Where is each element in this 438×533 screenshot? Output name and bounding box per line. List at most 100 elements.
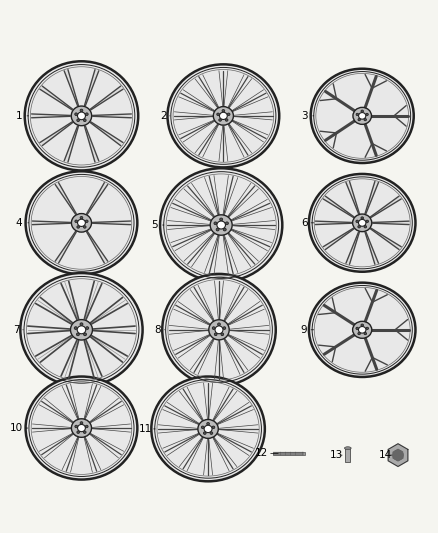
Ellipse shape [209,320,229,340]
Ellipse shape [85,425,88,427]
Polygon shape [365,232,378,264]
Ellipse shape [162,274,276,386]
Text: 8: 8 [155,325,161,335]
Ellipse shape [218,323,220,326]
Ellipse shape [151,376,265,481]
Ellipse shape [309,282,416,377]
Ellipse shape [364,333,367,335]
Ellipse shape [212,327,215,329]
Ellipse shape [358,118,360,121]
Polygon shape [346,232,359,264]
Ellipse shape [225,119,228,121]
Ellipse shape [20,273,143,386]
Ellipse shape [220,218,223,221]
Ellipse shape [80,323,83,326]
Ellipse shape [309,174,416,272]
Polygon shape [323,228,354,249]
Ellipse shape [364,118,367,121]
Ellipse shape [358,327,366,333]
Ellipse shape [210,432,213,434]
Ellipse shape [358,225,360,228]
Polygon shape [40,86,73,110]
Polygon shape [388,444,408,466]
Ellipse shape [77,326,86,334]
Polygon shape [393,449,403,461]
Ellipse shape [221,333,224,336]
Ellipse shape [359,112,366,119]
Ellipse shape [86,327,88,329]
Ellipse shape [80,422,83,424]
Text: 7: 7 [13,325,20,335]
Ellipse shape [356,220,358,222]
Ellipse shape [364,225,367,228]
Polygon shape [90,86,123,110]
Ellipse shape [344,447,351,449]
Text: 3: 3 [301,111,307,121]
Ellipse shape [358,333,360,335]
Ellipse shape [77,333,79,336]
Ellipse shape [71,106,92,126]
Polygon shape [346,181,359,214]
Ellipse shape [75,425,78,427]
Ellipse shape [361,217,364,219]
Ellipse shape [77,226,80,228]
Polygon shape [92,221,131,224]
Ellipse shape [74,327,77,329]
Text: 5: 5 [151,220,158,230]
Ellipse shape [361,324,364,326]
Ellipse shape [361,110,364,112]
Ellipse shape [77,431,80,433]
Ellipse shape [226,222,228,224]
Ellipse shape [204,425,212,433]
Text: 10: 10 [10,423,23,433]
Text: 12: 12 [255,448,268,458]
Polygon shape [323,196,354,217]
Bar [345,448,350,462]
Ellipse shape [25,171,138,274]
Ellipse shape [358,220,366,227]
Ellipse shape [75,220,78,222]
Polygon shape [32,114,70,118]
Text: 1: 1 [16,111,22,121]
Ellipse shape [84,333,86,336]
Ellipse shape [219,112,227,119]
Text: 6: 6 [301,218,307,228]
Ellipse shape [366,114,368,116]
Ellipse shape [216,228,219,231]
Polygon shape [87,231,108,263]
Ellipse shape [353,321,372,338]
Polygon shape [87,183,108,214]
Text: 13: 13 [329,450,343,460]
Ellipse shape [78,219,85,227]
Ellipse shape [201,426,204,429]
Ellipse shape [85,113,88,116]
Ellipse shape [366,220,368,222]
Ellipse shape [227,113,230,116]
Ellipse shape [214,333,217,336]
Ellipse shape [80,216,83,219]
Polygon shape [40,122,73,146]
Ellipse shape [223,228,226,231]
Polygon shape [55,183,76,214]
Ellipse shape [75,113,78,116]
Polygon shape [315,221,352,224]
Polygon shape [90,122,123,146]
Text: 4: 4 [16,218,22,228]
Ellipse shape [311,69,414,163]
Ellipse shape [78,424,85,432]
Ellipse shape [71,419,92,437]
Ellipse shape [25,61,138,171]
Ellipse shape [203,432,206,434]
Text: 14: 14 [379,450,392,460]
Ellipse shape [214,222,217,224]
Ellipse shape [77,119,80,122]
Ellipse shape [212,426,215,429]
Ellipse shape [25,376,138,480]
Ellipse shape [223,327,226,329]
Text: 11: 11 [139,424,152,434]
Ellipse shape [366,327,368,329]
Polygon shape [64,126,78,162]
Ellipse shape [83,226,86,228]
Ellipse shape [222,110,225,112]
Text: 2: 2 [160,111,166,121]
